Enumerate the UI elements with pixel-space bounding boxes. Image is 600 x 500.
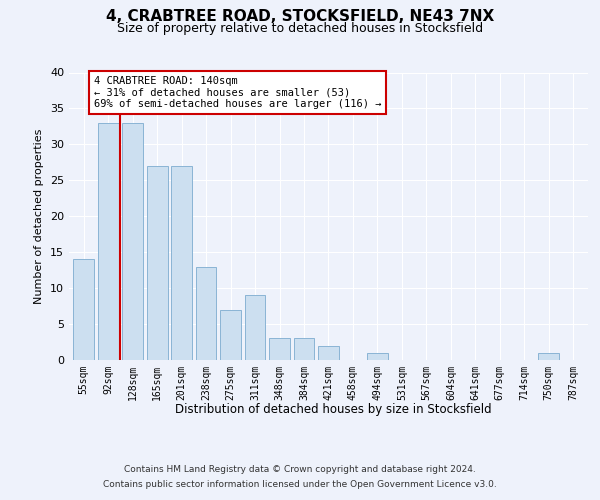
Text: Contains public sector information licensed under the Open Government Licence v3: Contains public sector information licen… (103, 480, 497, 489)
Text: 4 CRABTREE ROAD: 140sqm
← 31% of detached houses are smaller (53)
69% of semi-de: 4 CRABTREE ROAD: 140sqm ← 31% of detache… (94, 76, 382, 110)
Bar (220, 310, 241, 360)
Bar (73, 260, 94, 360)
Bar (171, 166, 192, 360)
Text: Contains HM Land Registry data © Crown copyright and database right 2024.: Contains HM Land Registry data © Crown c… (124, 465, 476, 474)
Text: Distribution of detached houses by size in Stocksfield: Distribution of detached houses by size … (175, 402, 491, 415)
Bar (122, 123, 143, 360)
Text: 4, CRABTREE ROAD, STOCKSFIELD, NE43 7NX: 4, CRABTREE ROAD, STOCKSFIELD, NE43 7NX (106, 9, 494, 24)
Bar (269, 338, 290, 360)
Bar (538, 353, 559, 360)
Bar (245, 296, 265, 360)
Bar (318, 346, 339, 360)
Y-axis label: Number of detached properties: Number of detached properties (34, 128, 44, 304)
Bar (98, 123, 119, 360)
Bar (147, 166, 167, 360)
Text: Size of property relative to detached houses in Stocksfield: Size of property relative to detached ho… (117, 22, 483, 35)
Bar (367, 353, 388, 360)
Bar (293, 338, 314, 360)
Bar (196, 266, 217, 360)
